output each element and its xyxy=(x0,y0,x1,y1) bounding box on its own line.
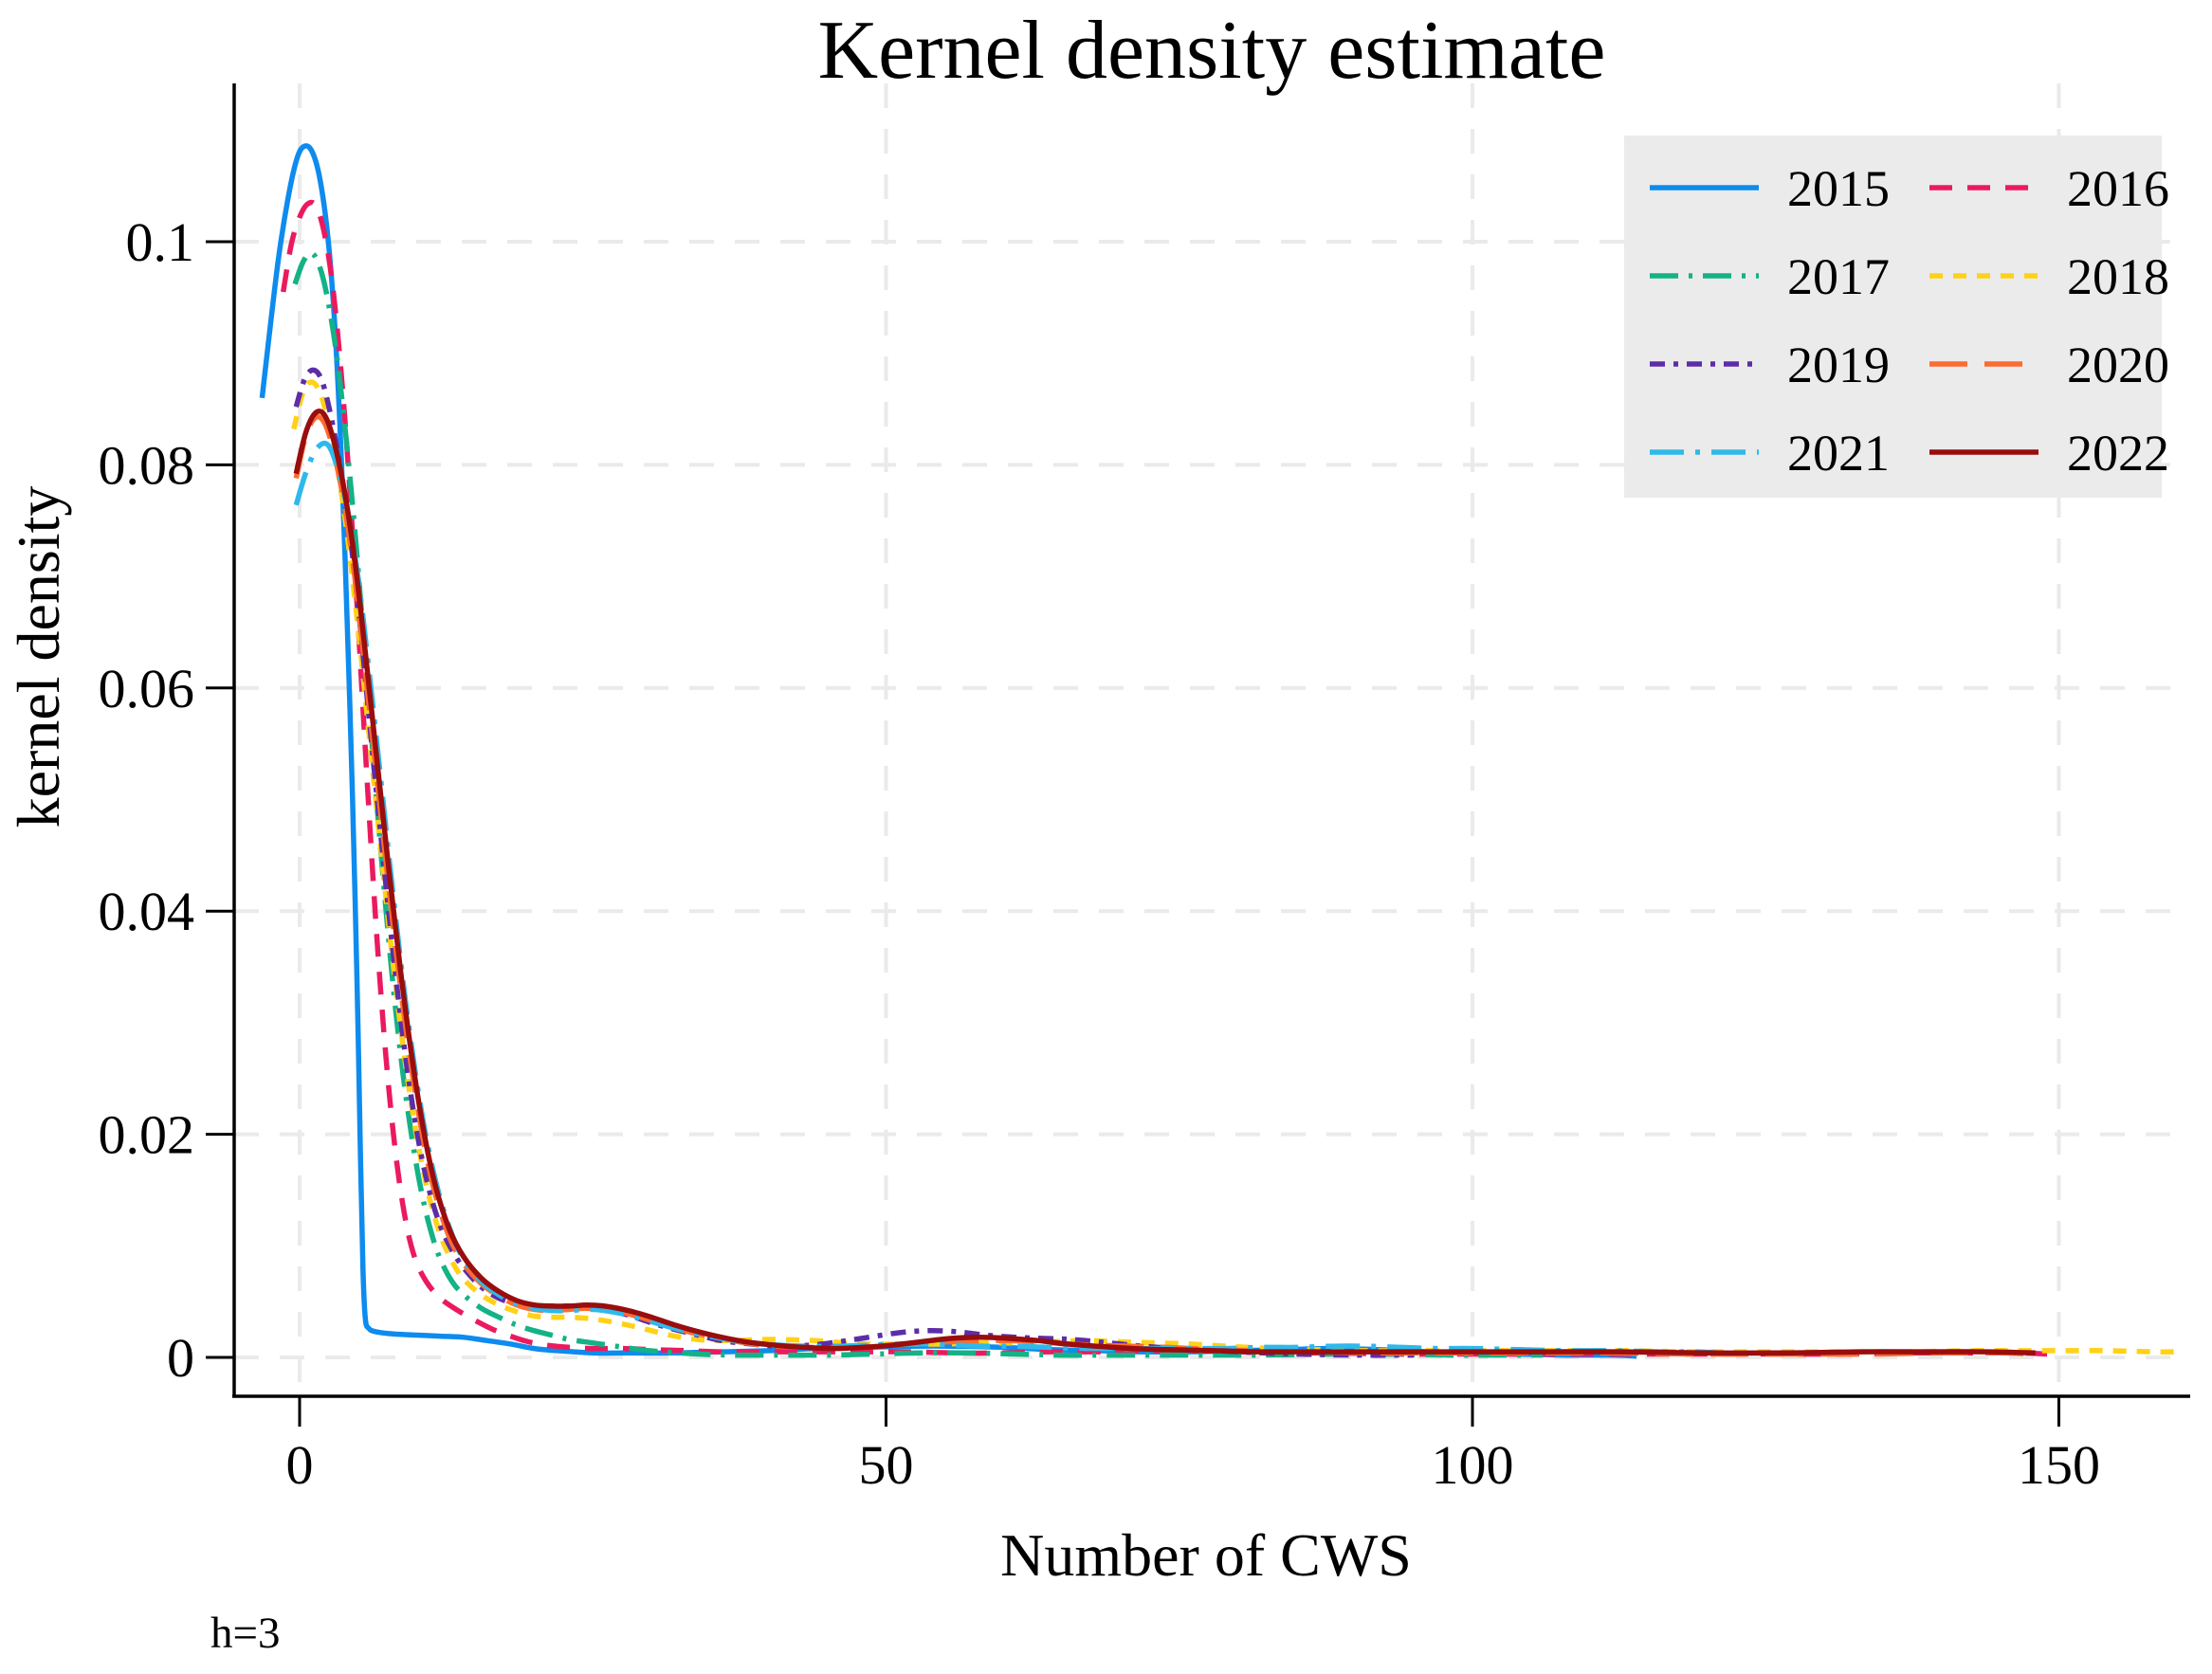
y-tick-label-0.04: 0.04 xyxy=(99,881,195,942)
legend: 2015 2016 2017 2018 2019 2020 2021 2022 xyxy=(1624,136,2169,498)
bandwidth-note: h=3 xyxy=(210,1609,281,1658)
x-axis-label: Number of CWS xyxy=(1000,1521,1412,1589)
gridlines xyxy=(234,83,2190,1396)
legend-label-2018: 2018 xyxy=(2067,248,2169,305)
series-line-2015 xyxy=(259,143,1637,1359)
legend-label-2019: 2019 xyxy=(1787,337,1890,393)
legend-item-2016: 2016 xyxy=(1929,160,2169,217)
x-tick-label-100: 100 xyxy=(1432,1434,1514,1496)
series-line-2021 xyxy=(293,440,1719,1356)
x-tick-label-0: 0 xyxy=(286,1434,314,1496)
legend-item-2015: 2015 xyxy=(1650,160,1890,217)
legend-label-2016: 2016 xyxy=(2067,160,2169,217)
legend-label-2015: 2015 xyxy=(1787,160,1890,217)
y-tick-label-0.02: 0.02 xyxy=(99,1104,195,1166)
series-lines xyxy=(259,143,2177,1359)
legend-box xyxy=(1624,136,2162,498)
x-tick-label-50: 50 xyxy=(859,1434,914,1496)
legend-item-2019: 2019 xyxy=(1650,337,1890,393)
legend-item-2017: 2017 xyxy=(1650,248,1890,305)
chart-title: Kernel density estimate xyxy=(818,5,1606,97)
tick-labels: 0 50 100 150 0 0.02 0.04 0.06 0.08 0.1 xyxy=(99,211,2101,1496)
legend-label-2017: 2017 xyxy=(1787,248,1890,305)
legend-label-2020: 2020 xyxy=(2067,337,2169,393)
series-line-2019 xyxy=(293,367,1415,1358)
x-tick-label-150: 150 xyxy=(2018,1434,2100,1496)
y-tick-label-0.08: 0.08 xyxy=(99,434,195,496)
legend-item-2018: 2018 xyxy=(1929,248,2169,305)
y-tick-label-0: 0 xyxy=(167,1327,194,1389)
y-tick-label-0.1: 0.1 xyxy=(126,211,195,273)
legend-item-2020: 2020 xyxy=(1929,337,2169,393)
legend-item-2021: 2021 xyxy=(1650,425,1890,482)
axes xyxy=(206,83,2190,1427)
series-line-2018 xyxy=(291,379,2177,1355)
legend-label-2022: 2022 xyxy=(2067,425,2169,482)
series-line-2020 xyxy=(293,414,2036,1357)
legend-item-2022: 2022 xyxy=(1929,425,2169,482)
series-line-2017 xyxy=(292,250,1544,1358)
y-tick-label-0.06: 0.06 xyxy=(99,658,195,719)
y-axis-label: kernel density xyxy=(5,486,72,828)
series-line-2022 xyxy=(293,409,2036,1356)
legend-label-2021: 2021 xyxy=(1787,425,1890,482)
